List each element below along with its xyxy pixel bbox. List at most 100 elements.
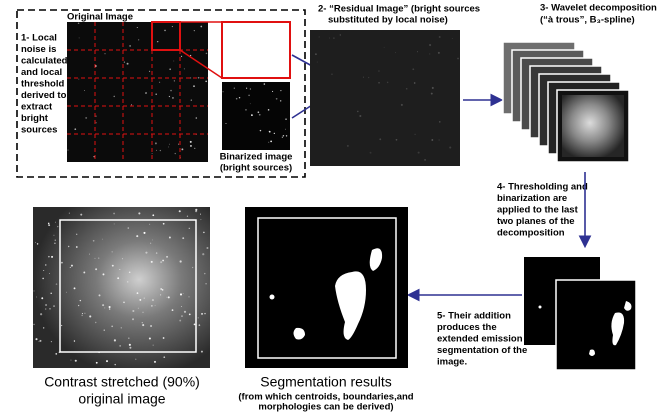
noise-dot: [113, 213, 115, 215]
noise-dot: [180, 260, 182, 262]
step5-caption: segmentation of the: [437, 345, 527, 356]
noise-dot: [121, 327, 122, 328]
noise-dot: [151, 305, 152, 306]
diagram: Original Image 1- Localnoise iscalculate…: [0, 0, 659, 412]
step4-caption: two planes of the: [497, 216, 575, 227]
noise-dot: [35, 242, 36, 243]
noise-dot: [89, 315, 91, 317]
noise-dot: [95, 258, 96, 259]
noise-dot: [181, 306, 182, 307]
noise-dot: [200, 214, 201, 215]
noise-dot: [143, 312, 144, 313]
noise-dot: [204, 273, 205, 274]
noise-dot: [143, 232, 145, 234]
noise-dot: [204, 313, 205, 314]
noise-dot: [114, 339, 116, 341]
noise-dot: [195, 210, 197, 212]
noise-dot: [69, 213, 70, 214]
noise-dot: [154, 361, 156, 363]
noise-dot: [53, 235, 54, 236]
noise-dot: [432, 87, 434, 89]
noise-dot: [181, 148, 183, 150]
noise-dot: [155, 142, 157, 144]
noise-dot: [164, 30, 166, 32]
threshold-plane: [556, 280, 636, 370]
noise-dot: [183, 293, 184, 294]
noise-dot: [201, 313, 203, 315]
step3-caption: (“à trous”, B₃-spline): [540, 15, 635, 26]
noise-dot: [331, 74, 332, 75]
noise-dot: [194, 30, 195, 31]
noise-dot: [194, 148, 195, 149]
step1-text: derived to: [21, 90, 67, 101]
noise-dot: [276, 98, 278, 100]
original-image: [67, 22, 208, 162]
noise-dot: [48, 224, 50, 226]
noise-dot: [193, 85, 195, 87]
noise-dot: [368, 77, 369, 78]
noise-dot: [45, 308, 46, 309]
noise-dot: [117, 277, 119, 279]
noise-dot: [70, 267, 71, 268]
noise-dot: [181, 56, 182, 57]
noise-dot: [112, 265, 114, 267]
noise-dot: [132, 310, 134, 312]
noise-dot: [319, 36, 320, 37]
noise-dot: [179, 210, 181, 212]
noise-dot: [378, 82, 380, 84]
original-image-title: Original Image: [67, 12, 133, 23]
noise-dot: [119, 269, 120, 270]
residual-image: [310, 30, 460, 166]
noise-dot: [457, 58, 459, 60]
noise-dot: [152, 153, 153, 154]
noise-dot: [43, 327, 44, 328]
step2-caption: 2- “Residual Image” (bright sources: [318, 4, 480, 15]
step1-text: calculated: [21, 56, 68, 67]
noise-dot: [180, 293, 182, 295]
noise-dot: [104, 53, 105, 54]
noise-dot: [136, 235, 138, 237]
noise-dot: [198, 77, 200, 79]
noise-dot: [424, 159, 426, 161]
noise-dot: [55, 353, 57, 355]
noise-dot: [159, 82, 160, 83]
noise-dot: [170, 90, 172, 92]
step4-caption: 4- Thresholding and: [497, 182, 588, 193]
noise-dot: [429, 44, 431, 46]
noise-dot: [152, 214, 154, 216]
histogram-box: [222, 22, 290, 78]
noise-dot: [406, 88, 408, 90]
step3-caption: 3- Wavelet decomposition: [540, 3, 657, 14]
noise-dot: [203, 232, 205, 234]
noise-dot: [234, 88, 235, 89]
page: Original Image 1- Localnoise iscalculate…: [0, 0, 659, 412]
noise-dot: [152, 240, 153, 241]
noise-dot: [61, 325, 62, 326]
noise-dot: [272, 91, 273, 92]
step1-text: bright: [21, 113, 49, 124]
noise-dot: [340, 34, 341, 35]
noise-dot: [429, 53, 430, 54]
noise-dot: [85, 117, 87, 119]
noise-dot: [206, 247, 208, 249]
step1-text: 1- Local: [21, 33, 57, 44]
noise-dot: [99, 294, 101, 296]
step4-caption: binarization are: [497, 193, 567, 204]
noise-dot: [163, 337, 165, 339]
noise-dot: [102, 239, 103, 240]
noise-dot: [162, 289, 164, 291]
noise-dot: [74, 128, 76, 130]
noise-dot: [54, 243, 55, 244]
noise-dot: [67, 149, 68, 150]
noise-dot: [43, 270, 44, 271]
noise-dot: [200, 26, 202, 28]
noise-dot: [175, 153, 176, 154]
noise-dot: [40, 313, 42, 315]
noise-dot: [274, 133, 275, 134]
step1-text: sources: [21, 125, 57, 136]
noise-dot: [184, 311, 186, 313]
noise-dot: [169, 68, 171, 70]
noise-dot: [264, 83, 266, 85]
noise-dot: [196, 117, 198, 119]
noise-dot: [129, 344, 131, 346]
